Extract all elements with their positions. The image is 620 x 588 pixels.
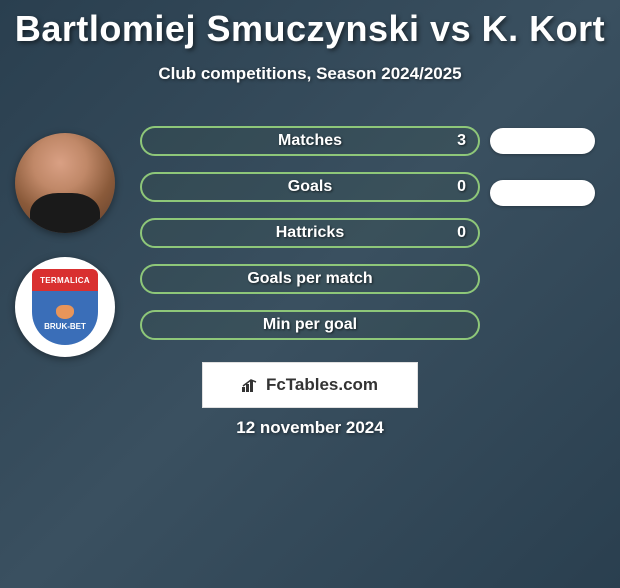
stat-value: 3 (457, 132, 466, 150)
stat-bar: Goals per match (140, 264, 480, 294)
shield-bottom-label: BRUK-BET (32, 291, 98, 345)
chart-icon (242, 378, 260, 392)
value-pill (490, 128, 595, 154)
shield-icon: TERMALICA BRUK-BET (32, 269, 98, 345)
stat-bar: Goals 0 (140, 172, 480, 202)
club-badge: TERMALICA BRUK-BET (15, 257, 115, 357)
stat-label: Goals (288, 178, 332, 196)
right-pills (490, 128, 610, 232)
stat-bar: Matches 3 (140, 126, 480, 156)
watermark-box: FcTables.com (202, 362, 418, 408)
page-subtitle: Club competitions, Season 2024/2025 (0, 64, 620, 84)
stat-value: 0 (457, 178, 466, 196)
stats-bars: Matches 3 Goals 0 Hattricks 0 Goals per match M… (140, 126, 480, 356)
stat-bar: Min per goal (140, 310, 480, 340)
value-pill (490, 180, 595, 206)
date-text: 12 november 2024 (0, 418, 620, 438)
player-avatar (15, 133, 115, 233)
watermark-text: FcTables.com (266, 375, 378, 395)
left-column: TERMALICA BRUK-BET (10, 133, 120, 357)
stat-label: Min per goal (263, 316, 357, 334)
stat-label: Matches (278, 132, 342, 150)
shield-top-label: TERMALICA (32, 269, 98, 291)
shield-mid-text: BRUK-BET (44, 322, 86, 331)
stat-label: Hattricks (276, 224, 344, 242)
page-title: Bartlomiej Smuczynski vs K. Kort (0, 8, 620, 50)
stat-bar: Hattricks 0 (140, 218, 480, 248)
stat-label: Goals per match (247, 270, 372, 288)
stat-value: 0 (457, 224, 466, 242)
